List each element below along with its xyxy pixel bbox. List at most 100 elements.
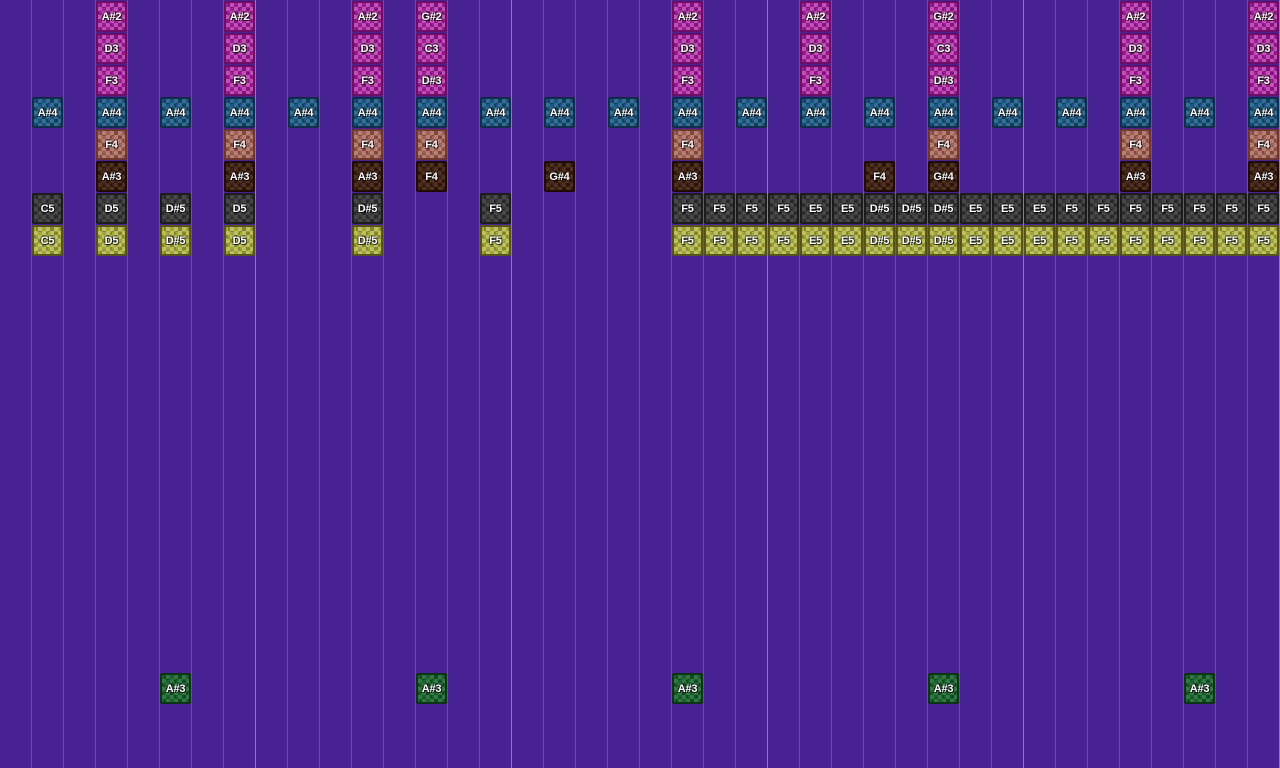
note-block[interactable]: F4 <box>352 129 383 160</box>
note-block[interactable]: F5 <box>1056 225 1087 256</box>
note-block[interactable]: D3 <box>96 33 127 64</box>
note-block[interactable]: F4 <box>96 129 127 160</box>
note-block[interactable]: A#2 <box>672 1 703 32</box>
note-block[interactable]: D#3 <box>928 65 959 96</box>
note-block[interactable]: C3 <box>928 33 959 64</box>
note-block[interactable]: A#3 <box>672 673 703 704</box>
note-block[interactable]: F5 <box>1216 193 1247 224</box>
note-block[interactable]: A#4 <box>480 97 511 128</box>
note-block[interactable]: D#5 <box>864 225 895 256</box>
note-block[interactable]: A#2 <box>1120 1 1151 32</box>
note-block[interactable]: F3 <box>352 65 383 96</box>
note-block[interactable]: A#3 <box>928 673 959 704</box>
note-block[interactable]: F3 <box>672 65 703 96</box>
note-block[interactable]: A#4 <box>32 97 63 128</box>
note-block[interactable]: E5 <box>960 225 991 256</box>
note-block[interactable]: G#4 <box>544 161 575 192</box>
note-block[interactable]: A#4 <box>736 97 767 128</box>
note-block[interactable]: A#2 <box>1248 1 1279 32</box>
note-block[interactable]: F4 <box>1248 129 1279 160</box>
note-block[interactable]: F5 <box>672 193 703 224</box>
note-block[interactable]: F5 <box>672 225 703 256</box>
note-block[interactable]: A#4 <box>416 97 447 128</box>
note-block[interactable]: F4 <box>672 129 703 160</box>
note-block[interactable]: F3 <box>1248 65 1279 96</box>
note-block[interactable]: D3 <box>1120 33 1151 64</box>
note-block[interactable]: E5 <box>800 193 831 224</box>
note-block[interactable]: D#3 <box>416 65 447 96</box>
note-block[interactable]: D3 <box>352 33 383 64</box>
note-block[interactable]: D5 <box>224 225 255 256</box>
note-block[interactable]: F5 <box>1184 225 1215 256</box>
note-block[interactable]: D#5 <box>896 193 927 224</box>
note-block[interactable]: A#3 <box>1184 673 1215 704</box>
note-block[interactable]: D3 <box>1248 33 1279 64</box>
note-block[interactable]: E5 <box>960 193 991 224</box>
note-block[interactable]: D#5 <box>160 193 191 224</box>
note-block[interactable]: F5 <box>1248 193 1279 224</box>
note-block[interactable]: A#2 <box>352 1 383 32</box>
note-block[interactable]: C5 <box>32 225 63 256</box>
note-block[interactable]: G#2 <box>928 1 959 32</box>
note-block[interactable]: D3 <box>224 33 255 64</box>
note-block[interactable]: D3 <box>800 33 831 64</box>
note-block[interactable]: A#3 <box>672 161 703 192</box>
note-block[interactable]: F5 <box>1120 193 1151 224</box>
note-block[interactable]: E5 <box>992 193 1023 224</box>
note-block[interactable]: F5 <box>1184 193 1215 224</box>
note-block[interactable]: A#3 <box>224 161 255 192</box>
note-block[interactable]: F5 <box>768 193 799 224</box>
note-block[interactable]: A#3 <box>1120 161 1151 192</box>
note-block[interactable]: F5 <box>480 225 511 256</box>
note-block[interactable]: E5 <box>1024 225 1055 256</box>
note-block[interactable]: A#4 <box>352 97 383 128</box>
note-block[interactable]: F4 <box>1120 129 1151 160</box>
note-block[interactable]: F4 <box>224 129 255 160</box>
note-block[interactable]: A#4 <box>1248 97 1279 128</box>
note-block[interactable]: E5 <box>1024 193 1055 224</box>
note-block[interactable]: F5 <box>1248 225 1279 256</box>
note-block[interactable]: A#2 <box>800 1 831 32</box>
note-block[interactable]: F5 <box>768 225 799 256</box>
note-block[interactable]: F5 <box>1152 193 1183 224</box>
note-block[interactable]: D3 <box>672 33 703 64</box>
note-block[interactable]: E5 <box>800 225 831 256</box>
note-block[interactable]: A#4 <box>992 97 1023 128</box>
note-block[interactable]: F5 <box>736 225 767 256</box>
note-block[interactable]: F3 <box>96 65 127 96</box>
note-block[interactable]: D#5 <box>160 225 191 256</box>
note-block[interactable]: F5 <box>1120 225 1151 256</box>
note-block[interactable]: F5 <box>704 225 735 256</box>
note-block[interactable]: F5 <box>480 193 511 224</box>
note-block[interactable]: C5 <box>32 193 63 224</box>
note-block[interactable]: A#4 <box>224 97 255 128</box>
note-block[interactable]: F3 <box>1120 65 1151 96</box>
note-block[interactable]: F5 <box>1088 193 1119 224</box>
note-block[interactable]: A#3 <box>352 161 383 192</box>
note-block[interactable]: A#3 <box>160 673 191 704</box>
note-block[interactable]: E5 <box>832 225 863 256</box>
note-block[interactable]: A#3 <box>416 673 447 704</box>
note-block[interactable]: A#4 <box>608 97 639 128</box>
note-block[interactable]: A#4 <box>1184 97 1215 128</box>
note-block[interactable]: F4 <box>416 129 447 160</box>
note-block[interactable]: D#5 <box>928 225 959 256</box>
note-block[interactable]: F3 <box>800 65 831 96</box>
note-block[interactable]: G#4 <box>928 161 959 192</box>
note-block[interactable]: D5 <box>224 193 255 224</box>
note-block[interactable]: F4 <box>416 161 447 192</box>
note-block[interactable]: D#5 <box>928 193 959 224</box>
note-block[interactable]: D#5 <box>352 225 383 256</box>
note-block[interactable]: A#4 <box>160 97 191 128</box>
note-block[interactable]: D#5 <box>896 225 927 256</box>
note-block[interactable]: D#5 <box>864 193 895 224</box>
note-block[interactable]: A#2 <box>96 1 127 32</box>
note-block[interactable]: G#2 <box>416 1 447 32</box>
note-block[interactable]: F4 <box>864 161 895 192</box>
note-block[interactable]: E5 <box>832 193 863 224</box>
note-block[interactable]: F5 <box>1152 225 1183 256</box>
note-block[interactable]: D#5 <box>352 193 383 224</box>
note-block[interactable]: E5 <box>992 225 1023 256</box>
note-block[interactable]: A#4 <box>1120 97 1151 128</box>
